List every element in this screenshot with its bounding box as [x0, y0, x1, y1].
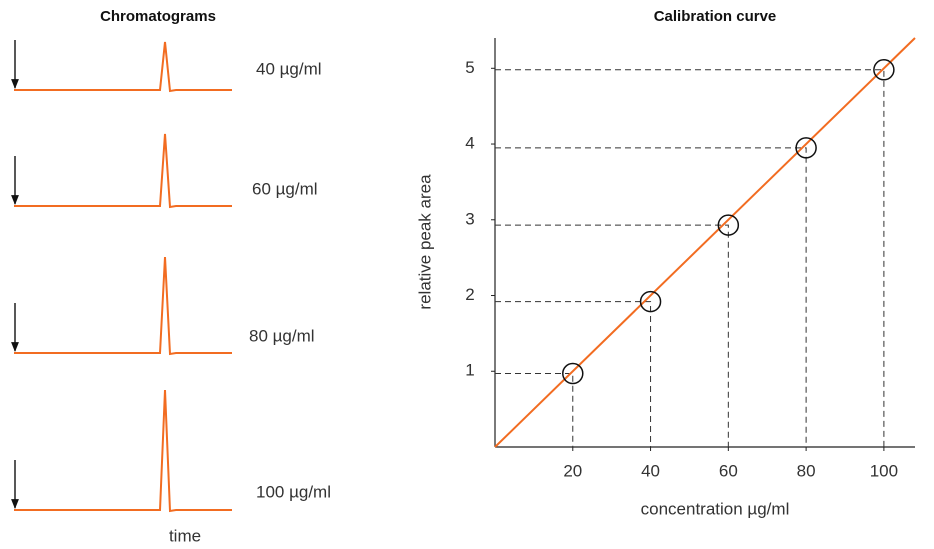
- x-axis-label: concentration µg/ml: [641, 499, 790, 518]
- chromatogram-trace: [14, 133, 232, 209]
- calibration-title: Calibration curve: [654, 8, 777, 25]
- x-tick-label: 20: [563, 461, 582, 480]
- y-tick-label: 2: [465, 285, 474, 304]
- x-tick-label: 80: [797, 461, 816, 480]
- calibration-line: [494, 37, 916, 448]
- concentration-label: 80 µg/ml: [249, 326, 315, 345]
- concentration-label: 60 µg/ml: [252, 179, 318, 198]
- data-point: [795, 137, 817, 159]
- chromatogram-trace: [14, 256, 232, 356]
- guide-line: [495, 224, 729, 447]
- chromatogram-trace: [14, 41, 232, 93]
- guide-line: [495, 69, 885, 447]
- data-point: [562, 362, 584, 385]
- concentration-label: 40 µg/ml: [256, 59, 322, 78]
- y-tick-label: 5: [465, 58, 474, 77]
- time-label: time: [169, 526, 201, 545]
- data-point: [717, 214, 740, 236]
- guide-line: [495, 373, 574, 447]
- y-tick-label: 1: [465, 361, 474, 380]
- guide-line: [495, 147, 807, 447]
- x-tick-label: 100: [870, 461, 898, 480]
- chromatogram-trace: [14, 389, 232, 513]
- chromatograms-title: Chromatograms: [100, 8, 216, 25]
- concentration-label: 100 µg/ml: [256, 482, 331, 501]
- x-tick-label: 60: [719, 461, 738, 480]
- data-point: [639, 290, 662, 313]
- y-axis-label: relative peak area: [415, 174, 434, 310]
- x-tick-label: 40: [641, 461, 660, 480]
- guide-line: [495, 301, 652, 447]
- y-tick-label: 3: [465, 209, 474, 228]
- data-point: [873, 59, 895, 81]
- y-tick-label: 4: [465, 134, 474, 153]
